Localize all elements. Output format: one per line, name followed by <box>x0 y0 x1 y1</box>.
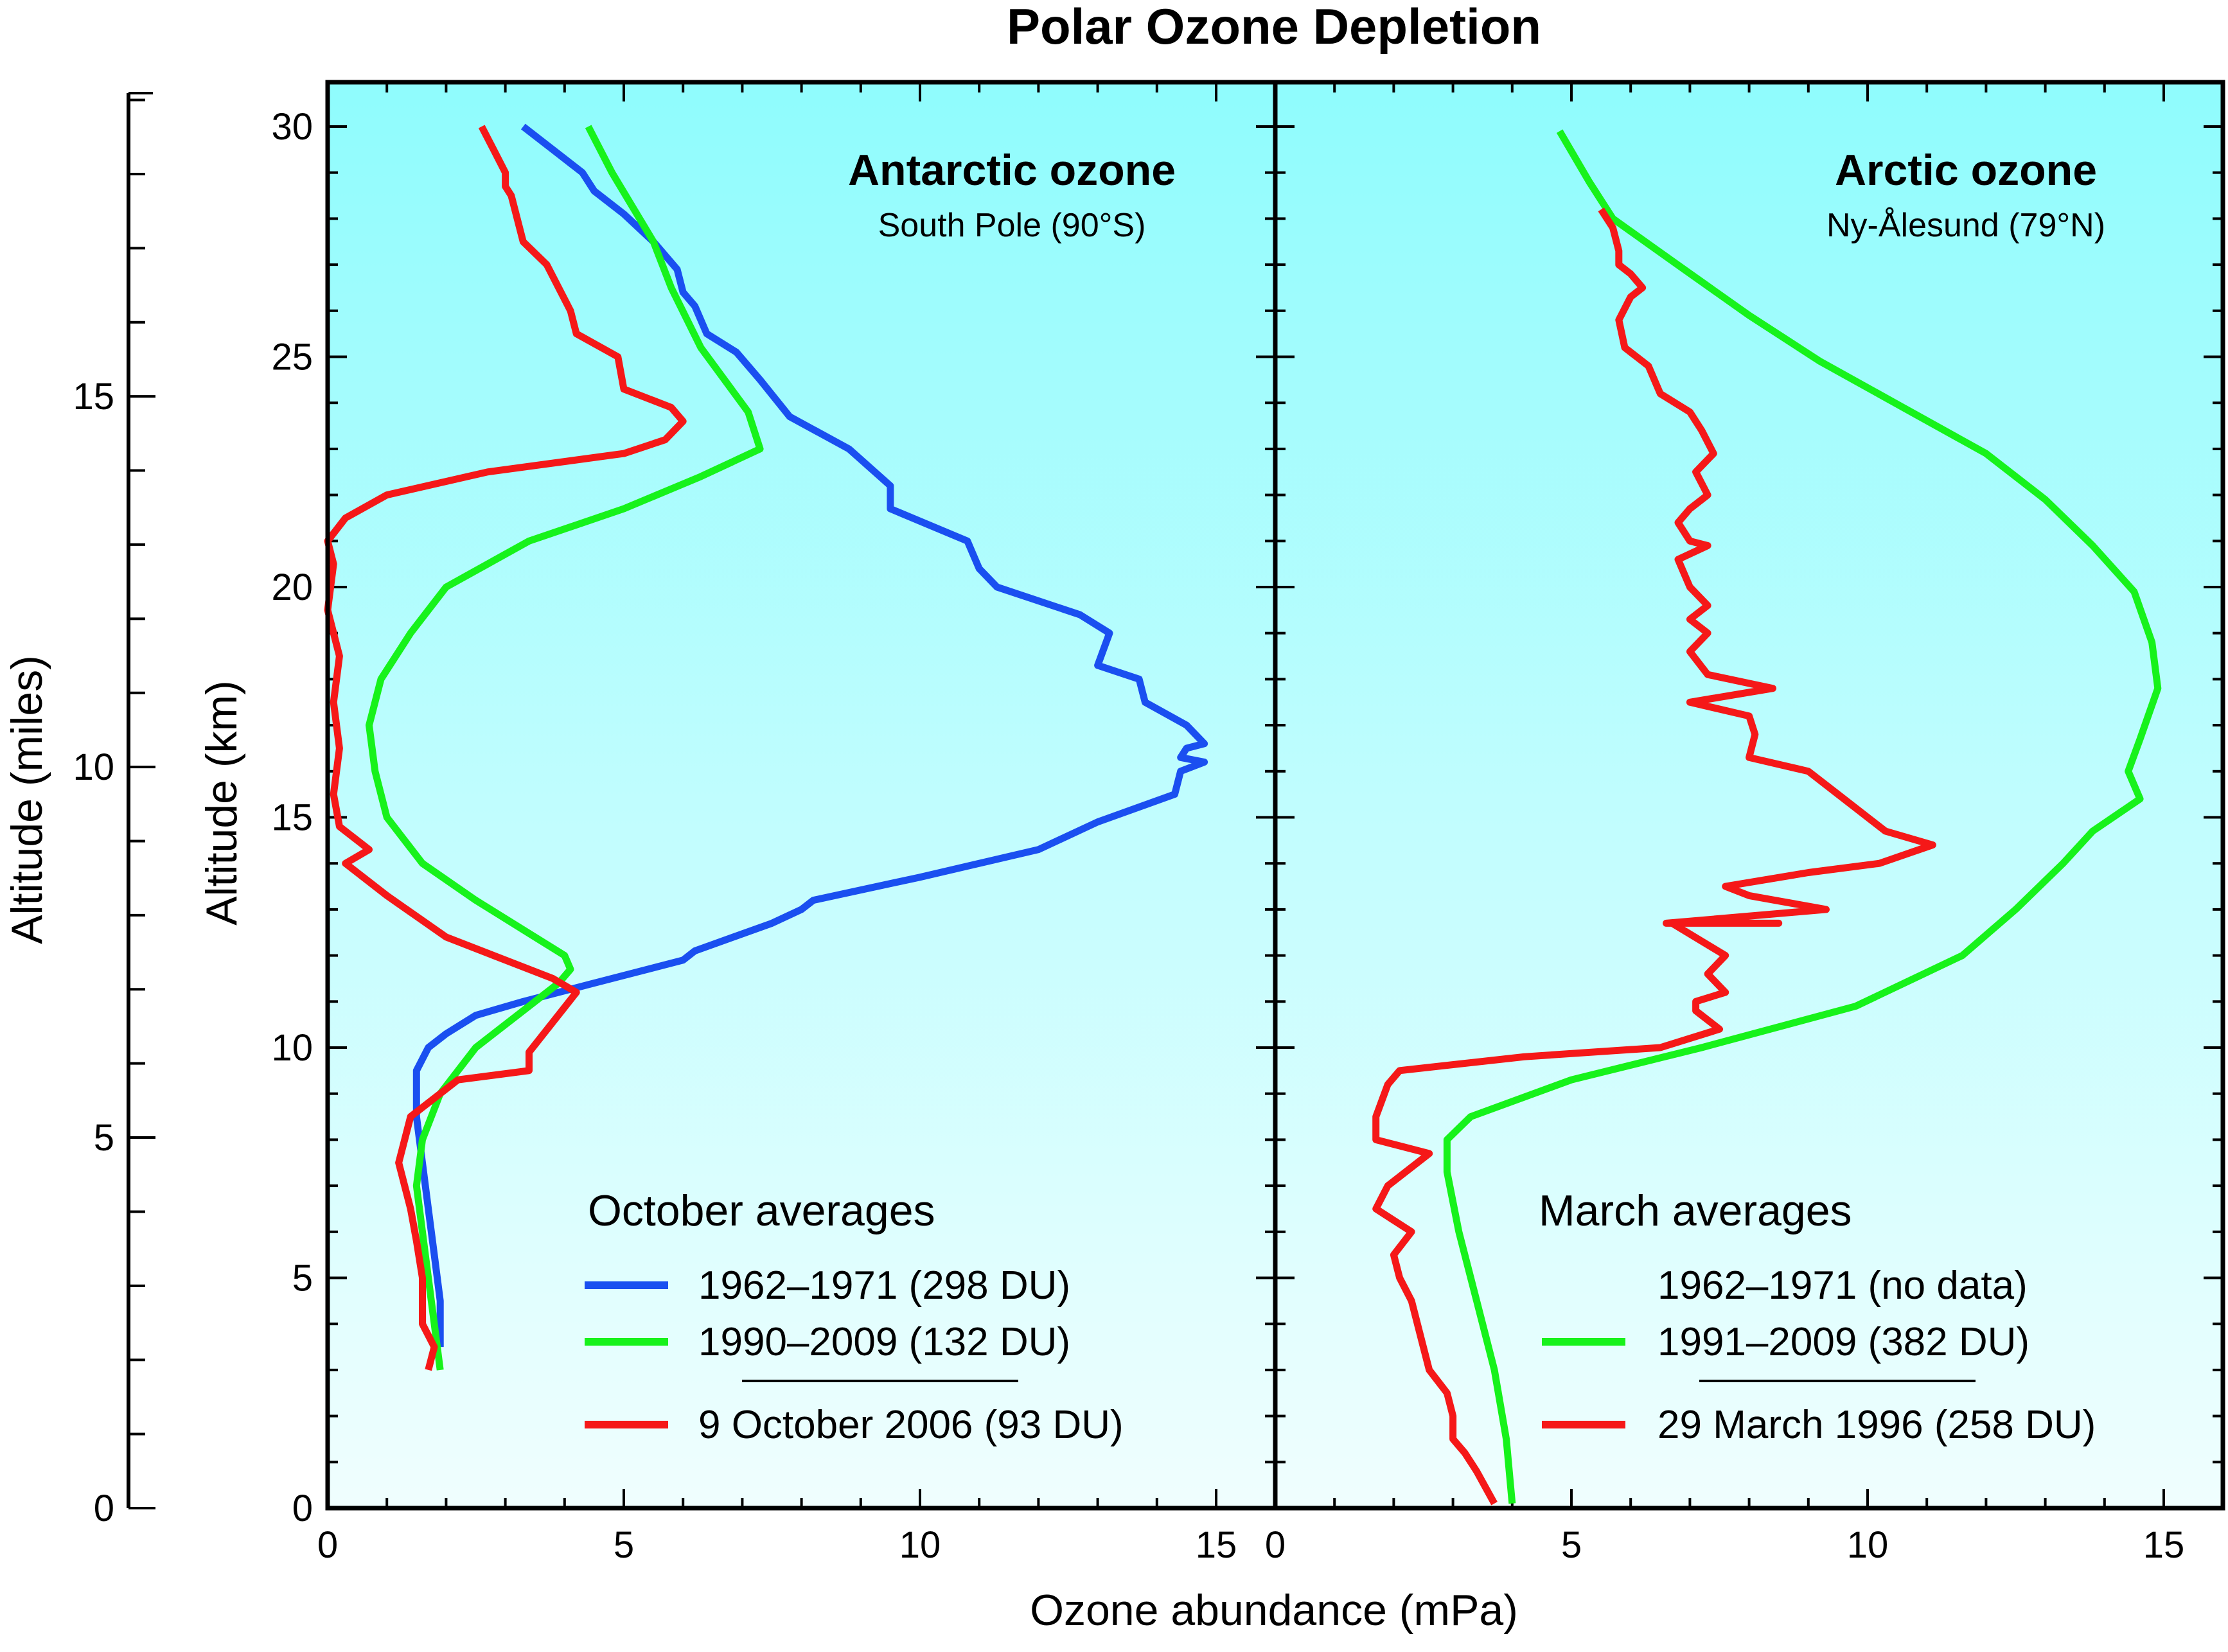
right-legend: March averages 1962–1971 (no data) 1991–… <box>1539 1186 2096 1447</box>
miles-axis-label: Altitude (miles) <box>3 655 51 944</box>
right-legend-label-1962: 1962–1971 (no data) <box>1658 1263 2028 1308</box>
right-legend-label-1991: 1991–2009 (382 DU) <box>1658 1320 2029 1364</box>
miles-ticks: 0 5 10 15 <box>73 92 155 1529</box>
right-x-tick-label: 0 <box>1265 1524 1286 1566</box>
x-tick-labels: 0 5 10 15 0 5 10 15 <box>317 1524 2184 1566</box>
left-x-tick-label: 0 <box>317 1524 338 1566</box>
left-panel-title: Antarctic ozone <box>848 146 1176 195</box>
km-tick-label: 25 <box>271 337 313 378</box>
left-panel-subtitle: South Pole (90°S) <box>878 207 1146 244</box>
right-panel-background <box>1275 82 2223 1508</box>
right-x-tick-label: 5 <box>1561 1524 1582 1566</box>
km-tick-label: 10 <box>271 1027 313 1069</box>
right-series-line-1 <box>1443 129 2162 1504</box>
right-panel-series <box>1372 129 2162 1506</box>
km-tick-labels: 0 5 10 15 20 25 30 <box>271 106 313 1529</box>
km-tick-label: 20 <box>271 567 313 608</box>
km-tick-label: 15 <box>271 797 313 839</box>
left-series-line-1 <box>366 125 764 1371</box>
right-panel-frame <box>1273 80 2225 1511</box>
right-legend-label-1996: 29 March 1996 (258 DU) <box>1658 1403 2096 1447</box>
left-x-tick-label: 10 <box>899 1524 941 1566</box>
km-tick-label: 5 <box>292 1258 313 1299</box>
right-panel-subtitle: Ny-Ålesund (79°N) <box>1826 207 2105 244</box>
right-series-line-2 <box>1372 207 1936 1506</box>
right-x-tick-label: 15 <box>2143 1524 2185 1566</box>
left-legend-label-1990: 1990–2009 (132 DU) <box>698 1320 1070 1364</box>
right-x-tick-label: 10 <box>1847 1524 1889 1566</box>
left-panel-series <box>324 123 1208 1371</box>
left-legend: October averages 1962–1971 (298 DU) 1990… <box>585 1186 1124 1447</box>
left-panel-background <box>328 82 1275 1508</box>
left-series-line-2 <box>324 125 687 1371</box>
miles-tick-label: 10 <box>73 746 114 788</box>
left-x-tick-label: 15 <box>1196 1524 1237 1566</box>
km-tick-label: 30 <box>271 106 313 148</box>
km-axis-label: Altitude (km) <box>197 680 246 926</box>
km-tick-label: 0 <box>292 1488 313 1529</box>
miles-tick-label: 15 <box>73 376 114 417</box>
left-series-line-0 <box>412 123 1208 1348</box>
left-x-tick-label: 5 <box>614 1524 634 1566</box>
right-panel-title: Arctic ozone <box>1835 146 2097 195</box>
miles-tick-label: 5 <box>94 1117 114 1159</box>
miles-tick-label: 0 <box>94 1488 114 1529</box>
chart-title: Polar Ozone Depletion <box>1007 0 1541 55</box>
left-legend-label-1962: 1962–1971 (298 DU) <box>698 1263 1070 1308</box>
right-legend-title: March averages <box>1539 1186 1852 1235</box>
x-axis-label: Ozone abundance (mPa) <box>1030 1586 1518 1635</box>
left-legend-label-2006: 9 October 2006 (93 DU) <box>698 1403 1124 1447</box>
left-legend-title: October averages <box>588 1186 935 1235</box>
